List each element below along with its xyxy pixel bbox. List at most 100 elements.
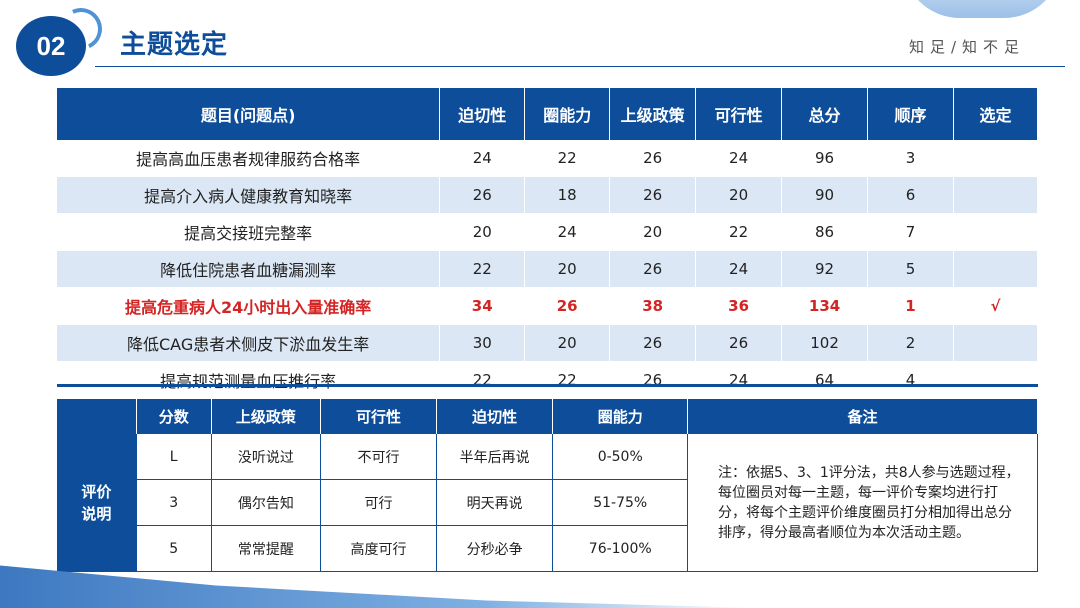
table-row: 降低CAG患者术侧皮下淤血发生率 30 20 26 26 102 2 [57, 324, 1039, 362]
total-cell: 64 [781, 361, 869, 399]
rank-cell: 2 [867, 324, 954, 362]
legend-urgency-cell: 分秒必争 [435, 525, 554, 572]
side-label-text: 评价说明 [81, 482, 112, 523]
legend-policy-cell: 没听说过 [210, 433, 322, 480]
legend-header-feasibility: 可行性 [320, 399, 437, 434]
topic-cell: 提高介入病人健康教育知晓率 [57, 176, 441, 214]
legend-policy-cell: 偶尔告知 [210, 479, 322, 526]
section-number-badge: 02 [16, 16, 86, 76]
table-row-selected: 提高危重病人24小时出入量准确率 34 26 38 36 134 1 √ [57, 287, 1039, 325]
capability-cell: 26 [524, 287, 611, 325]
legend-capability-cell: 0-50% [552, 433, 689, 480]
topic-cell: 降低CAG患者术侧皮下淤血发生率 [57, 324, 441, 362]
header-divider [95, 66, 1065, 67]
capability-cell: 18 [524, 176, 611, 214]
selected-cell [953, 250, 1039, 288]
header-total: 总分 [781, 88, 869, 140]
urgency-cell: 20 [439, 213, 526, 251]
topic-selection-table: 题目(问题点) 迫切性 圈能力 上级政策 可行性 总分 顺序 选定 提高高血压患… [57, 88, 1039, 399]
legend-urgency-cell: 半年后再说 [435, 433, 554, 480]
table-header-row: 题目(问题点) 迫切性 圈能力 上级政策 可行性 总分 顺序 选定 [57, 88, 1039, 140]
urgency-cell: 26 [439, 176, 526, 214]
topic-cell: 提高危重病人24小时出入量准确率 [57, 287, 441, 325]
rank-cell: 3 [867, 140, 954, 177]
evaluation-side-label: 评价说明 [57, 433, 137, 572]
total-cell: 96 [781, 140, 869, 177]
rank-cell: 4 [867, 361, 954, 399]
legend-feasibility-cell: 不可行 [320, 433, 437, 480]
motto-text: 知足/知不足 [908, 38, 1025, 56]
topic-cell: 提高交接班完整率 [57, 213, 441, 251]
feasibility-cell: 36 [695, 287, 783, 325]
topic-cell: 提高规范测量血压推行率 [57, 361, 441, 399]
header-feasibility: 可行性 [695, 88, 783, 140]
legend-row: 评价说明 L 没听说过 不可行 半年后再说 0-50% 注：依据5、3、1评分法… [57, 433, 1038, 572]
capability-cell: 20 [524, 250, 611, 288]
legend-header-remarks: 备注 [687, 399, 1038, 434]
table-row: 提高高血压患者规律服药合格率 24 22 26 24 96 3 [57, 140, 1039, 177]
legend-policy-cell: 常常提醒 [210, 525, 322, 572]
page-title: 主题选定 [120, 30, 229, 60]
legend-header-row: 分数 上级政策 可行性 迫切性 圈能力 备注 [57, 399, 1038, 434]
selected-cell [953, 361, 1039, 399]
legend-header-capability: 圈能力 [552, 399, 689, 434]
header-capability: 圈能力 [524, 88, 611, 140]
legend-capability-cell: 76-100% [552, 525, 689, 572]
legend-row: 5 常常提醒 高度可行 分秒必争 76-100% [57, 525, 1038, 572]
policy-cell: 38 [609, 287, 697, 325]
legend-feasibility-cell: 高度可行 [320, 525, 437, 572]
rank-cell: 7 [867, 213, 954, 251]
remarks-note: 注：依据5、3、1评分法，共8人参与选题过程，每位圈员对每一主题，每一评价专案均… [687, 433, 1038, 572]
capability-cell: 22 [524, 361, 611, 399]
selected-cell [953, 213, 1039, 251]
rank-cell: 1 [867, 287, 954, 325]
legend-score-cell: 3 [135, 479, 212, 526]
policy-cell: 26 [609, 361, 697, 399]
header-rank: 顺序 [867, 88, 954, 140]
total-cell: 90 [781, 176, 869, 214]
capability-cell: 20 [524, 324, 611, 362]
feasibility-cell: 26 [695, 324, 783, 362]
section-number: 02 [36, 30, 66, 61]
legend-urgency-cell: 明天再说 [435, 479, 554, 526]
decorative-top-arc [902, 0, 1062, 18]
feasibility-cell: 22 [695, 213, 783, 251]
feasibility-cell: 24 [695, 361, 783, 399]
table-row: 提高规范测量血压推行率 22 22 26 24 64 4 [57, 361, 1039, 399]
legend-score-cell: 5 [135, 525, 212, 572]
legend-row: 3 偶尔告知 可行 明天再说 51-75% [57, 479, 1038, 526]
total-cell: 86 [781, 213, 869, 251]
policy-cell: 26 [609, 140, 697, 177]
urgency-cell: 24 [439, 140, 526, 177]
urgency-cell: 34 [439, 287, 526, 325]
total-cell: 92 [781, 250, 869, 288]
rank-cell: 5 [867, 250, 954, 288]
table-row: 提高交接班完整率 20 24 20 22 86 7 [57, 213, 1039, 251]
legend-header-score: 分数 [136, 399, 212, 434]
legend-corner [57, 399, 137, 434]
feasibility-cell: 24 [695, 250, 783, 288]
capability-cell: 24 [524, 213, 611, 251]
selected-cell [953, 140, 1039, 177]
policy-cell: 26 [609, 324, 697, 362]
topic-cell: 降低住院患者血糖漏测率 [57, 250, 441, 288]
topic-cell: 提高高血压患者规律服药合格率 [57, 140, 441, 177]
feasibility-cell: 20 [695, 176, 783, 214]
table-row: 降低住院患者血糖漏测率 22 20 26 24 92 5 [57, 250, 1039, 288]
rank-cell: 6 [867, 176, 954, 214]
header-topic: 题目(问题点) [57, 88, 441, 140]
header-urgency: 迫切性 [439, 88, 526, 140]
table-bottom-border [57, 384, 1038, 387]
table-row: 提高介入病人健康教育知晓率 26 18 26 20 90 6 [57, 176, 1039, 214]
selected-cell [953, 176, 1039, 214]
evaluation-legend-table: 分数 上级政策 可行性 迫切性 圈能力 备注 评价说明 L 没听说过 不可行 半… [57, 399, 1038, 572]
capability-cell: 22 [524, 140, 611, 177]
legend-header-policy: 上级政策 [211, 399, 322, 434]
urgency-cell: 22 [439, 250, 526, 288]
urgency-cell: 30 [439, 324, 526, 362]
selected-cell [953, 324, 1039, 362]
header-policy: 上级政策 [609, 88, 697, 140]
legend-header-urgency: 迫切性 [436, 399, 554, 434]
legend-score-cell: L [135, 433, 212, 480]
legend-capability-cell: 51-75% [552, 479, 689, 526]
